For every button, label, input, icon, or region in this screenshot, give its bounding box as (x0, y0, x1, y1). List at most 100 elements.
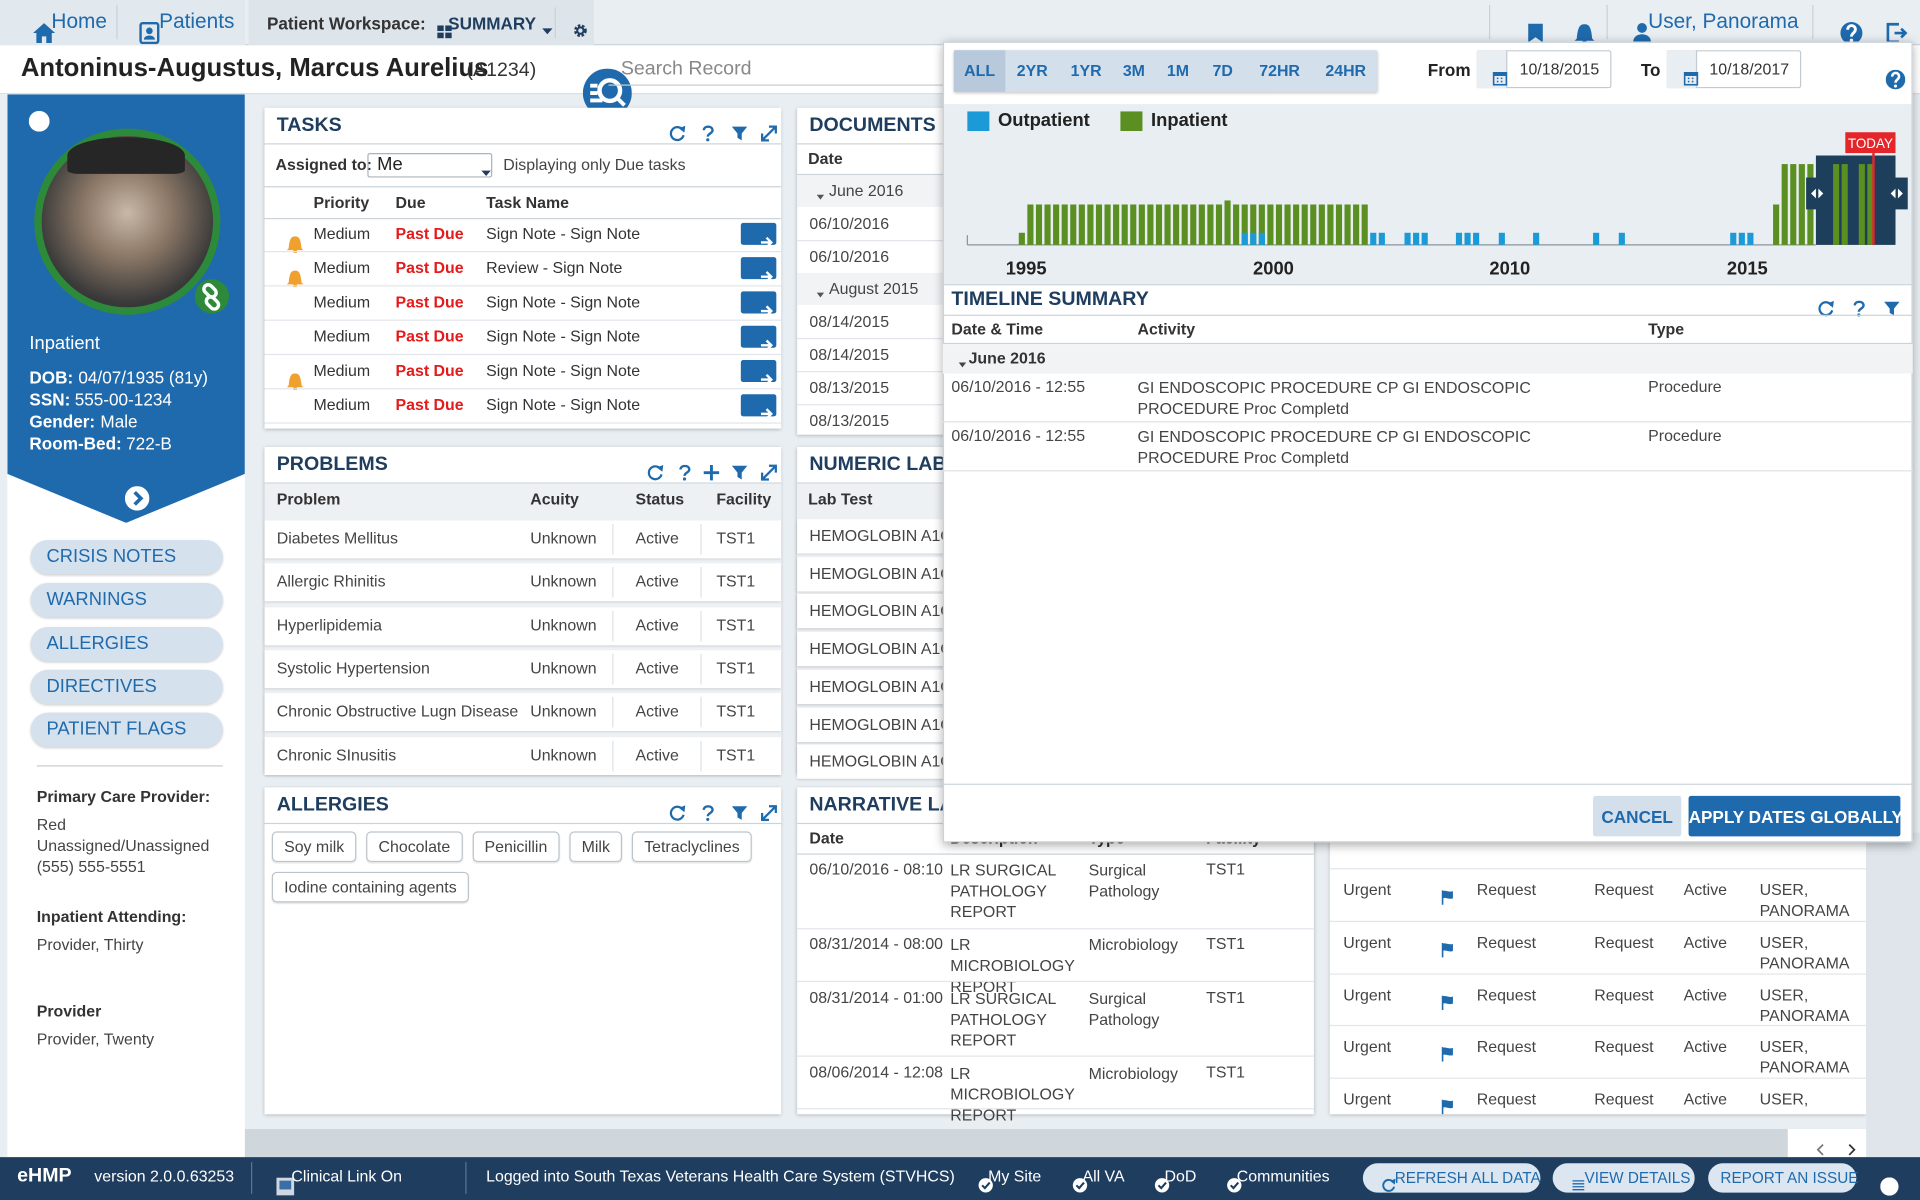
problem-row[interactable] (264, 693, 782, 732)
group-toggle[interactable] (808, 283, 820, 295)
scroll-left[interactable] (1806, 1135, 1821, 1150)
panel-help2[interactable] (691, 797, 707, 813)
panel-filter[interactable] (722, 456, 739, 473)
user-icon[interactable] (1622, 12, 1642, 32)
footer-button-icon[interactable] (1374, 1171, 1389, 1186)
footer-button-label[interactable]: VIEW DETAILS (1584, 1169, 1691, 1187)
footer-button[interactable] (1708, 1163, 1857, 1193)
panel-filter[interactable] (722, 796, 739, 813)
assigned-value[interactable]: Me (377, 154, 403, 176)
problem-row[interactable] (264, 563, 782, 602)
panel-help2[interactable] (691, 117, 707, 133)
search-button[interactable] (558, 44, 607, 93)
allergy-pill[interactable]: Tetraclyclines (631, 831, 752, 863)
panel-help[interactable] (1842, 292, 1858, 308)
user-name[interactable]: User, Panorama (1648, 9, 1799, 34)
home-icon[interactable] (22, 11, 44, 33)
allergy-pill[interactable]: Chocolate (366, 831, 463, 863)
apply-label[interactable]: APPLY DATES GLOBALLY (1688, 806, 1903, 827)
task-action-icon[interactable] (751, 363, 767, 379)
task-action-icon[interactable] (751, 329, 767, 345)
search-field[interactable] (608, 54, 976, 86)
footer-button[interactable] (1552, 1163, 1695, 1193)
cancel-label[interactable]: CANCEL (1601, 806, 1673, 827)
scroll-right[interactable] (1837, 1135, 1852, 1150)
panel-help2[interactable] (668, 456, 684, 472)
task-action-icon[interactable] (751, 294, 767, 310)
range-button[interactable]: 1YR (1070, 61, 1102, 80)
sidebar-button-label[interactable]: DIRECTIVES (46, 675, 157, 697)
range-button[interactable]: 72HR (1259, 61, 1300, 80)
panel-plus[interactable] (694, 456, 711, 473)
footer-button[interactable] (1362, 1163, 1541, 1193)
problem-row[interactable] (264, 650, 782, 689)
calendar-icon[interactable] (1674, 62, 1690, 78)
logout-icon[interactable] (1875, 11, 1897, 33)
nav-patients[interactable]: Patients (159, 9, 235, 34)
workspace-name[interactable]: SUMMARY (448, 13, 537, 34)
sidebar-button[interactable] (30, 626, 223, 661)
allergy-pill[interactable]: Milk (569, 831, 623, 863)
sidebar-button-label[interactable]: ALLERGIES (46, 632, 149, 654)
group-toggle[interactable] (808, 185, 820, 197)
settings-icon[interactable] (564, 14, 580, 30)
range-button[interactable]: ALL (964, 61, 996, 80)
from-date[interactable]: 10/18/2015 (1519, 60, 1600, 79)
sidebar-button-label[interactable]: PATIENT FLAGS (46, 719, 187, 740)
range-button[interactable]: 2YR (1016, 61, 1048, 80)
problem-row[interactable] (264, 520, 782, 559)
range-button[interactable]: 24HR (1325, 61, 1367, 80)
calendar-icon[interactable] (1483, 62, 1499, 78)
nav-home[interactable]: Home (51, 9, 107, 34)
allergy-pill[interactable]: Soy milk (271, 831, 357, 863)
order-kind: Request (1594, 985, 1654, 1005)
allergy-pill[interactable]: Iodine containing agents (271, 871, 469, 903)
timeline-help[interactable] (1876, 60, 1896, 80)
apply-button[interactable] (1688, 795, 1901, 837)
panel-expand[interactable] (752, 456, 769, 473)
range-button[interactable]: 1M (1166, 61, 1190, 80)
panel-refresh[interactable] (1809, 291, 1826, 308)
panel-refresh[interactable] (660, 116, 677, 133)
range-button[interactable]: 7D (1212, 61, 1233, 80)
task-action-icon[interactable] (751, 260, 767, 276)
footer-button-icon[interactable] (1564, 1171, 1579, 1186)
panel-expand[interactable] (752, 116, 769, 133)
to-date[interactable]: 10/18/2017 (1709, 60, 1790, 79)
patients-icon[interactable] (127, 11, 149, 33)
panel-filter[interactable] (1875, 291, 1892, 308)
sidebar-button[interactable] (30, 540, 223, 575)
help-icon[interactable] (1829, 11, 1851, 33)
panel-refresh[interactable] (638, 456, 655, 473)
timeline-chart[interactable]: TODAY 1995 2000 2010 2015 (944, 104, 1911, 284)
cancel-button[interactable] (1593, 795, 1682, 837)
link-badge[interactable] (178, 262, 212, 296)
sidebar-button[interactable] (30, 712, 223, 748)
expand-card[interactable] (113, 474, 137, 498)
problem-row[interactable] (264, 736, 782, 775)
footer-button-label[interactable]: REFRESH ALL DATA (1394, 1169, 1541, 1187)
panel-filter[interactable] (722, 116, 739, 133)
task-action-icon[interactable] (751, 397, 767, 413)
group-toggle[interactable] (950, 353, 962, 365)
sidebar-button[interactable] (30, 583, 223, 618)
problem-row[interactable] (264, 606, 782, 645)
panel-expand[interactable] (752, 796, 769, 813)
footer-help[interactable] (1870, 1168, 1888, 1186)
range-handle[interactable] (1806, 177, 1829, 210)
range-button[interactable]: 3M (1122, 61, 1145, 80)
sidebar-button[interactable] (30, 669, 223, 704)
allergy-pill[interactable]: Penicillin (472, 831, 560, 863)
workspace-caret[interactable] (533, 16, 548, 31)
footer-button-label[interactable]: REPORT AN ISSUE (1720, 1169, 1859, 1187)
sidebar-button-label[interactable]: CRISIS NOTES (46, 546, 177, 567)
bookmark-icon[interactable] (1514, 12, 1535, 33)
range-selected[interactable] (953, 50, 1006, 92)
range-handle[interactable] (1885, 177, 1908, 210)
sidebar-button-label[interactable]: WARNINGS (46, 589, 147, 611)
assigned-select[interactable] (367, 153, 493, 178)
task-action-icon[interactable] (751, 226, 767, 242)
notifications-icon[interactable] (1562, 11, 1584, 33)
panel-refresh[interactable] (660, 796, 677, 813)
card-help[interactable] (18, 100, 39, 121)
